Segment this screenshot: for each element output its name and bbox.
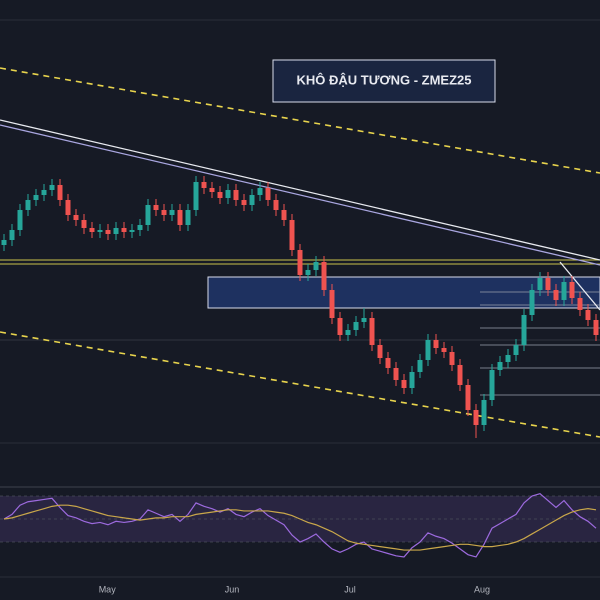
candle-body [249, 195, 255, 205]
candle-body [81, 220, 87, 228]
candle-body [417, 360, 423, 372]
candle-body [137, 225, 143, 230]
x-tick-label: Jul [344, 584, 356, 594]
candle-body [233, 190, 239, 200]
candle-body [153, 205, 159, 210]
rsi-line [3, 493, 597, 558]
chart-title: KHÔ ĐẬU TƯƠNG - ZMEZ25 [297, 72, 472, 87]
candle-body [17, 210, 23, 230]
title-box [272, 59, 496, 103]
candle-body [385, 358, 391, 368]
candle-body [521, 315, 527, 345]
x-tick-label: May [99, 584, 117, 594]
candle-body [169, 210, 175, 215]
channel-line [0, 67, 600, 174]
candle-body [9, 230, 15, 240]
candle-body [321, 262, 327, 290]
candle-body [225, 190, 231, 198]
candle-body [513, 345, 519, 355]
candle-body [561, 282, 567, 300]
candle-body [505, 355, 511, 362]
candle-body [73, 215, 79, 220]
candle-body [545, 278, 551, 290]
candle-body [201, 182, 207, 188]
candle-body [177, 210, 183, 225]
x-tick-label: Aug [474, 584, 490, 594]
zone [207, 276, 600, 309]
candle-body [273, 200, 279, 210]
candle-body [1, 240, 7, 245]
x-axis-labels: May Jun Jul Aug [99, 584, 490, 594]
candle-body [569, 282, 575, 298]
candle-body [361, 318, 367, 322]
candle-body [185, 210, 191, 225]
candle-body [289, 220, 295, 250]
candle-body [217, 192, 223, 198]
channel-line [0, 331, 600, 438]
rsi-line [3, 504, 597, 551]
candle-body [65, 200, 71, 215]
candle-body [529, 290, 535, 315]
candle-body [193, 182, 199, 210]
candle-body [401, 380, 407, 388]
candle-body [97, 230, 103, 232]
candle-body [129, 230, 135, 232]
trend-line [0, 124, 600, 266]
candle-body [329, 290, 335, 318]
candle-body [281, 210, 287, 220]
candle-body [113, 228, 119, 234]
candle-body [537, 278, 543, 290]
candle-body [265, 188, 271, 200]
candle-body [25, 200, 31, 210]
candle-body [89, 228, 95, 232]
x-tick-label: Jun [225, 584, 240, 594]
candle-body [481, 400, 487, 425]
candle-body [121, 228, 127, 232]
candle-body [369, 318, 375, 345]
candle-body [577, 298, 583, 310]
candle-body [41, 190, 47, 195]
candle-body [473, 410, 479, 425]
candle-body [241, 200, 247, 205]
candle-body [465, 385, 471, 410]
candle-body [209, 188, 215, 192]
candle-body [49, 185, 55, 190]
candle-body [497, 362, 503, 370]
candles [1, 176, 599, 438]
candle-body [257, 188, 263, 195]
candle-body [393, 368, 399, 380]
candle-body [161, 210, 167, 215]
candle-body [353, 322, 359, 330]
candle-body [433, 340, 439, 348]
candle-body [449, 352, 455, 365]
candle-body [105, 230, 111, 234]
candle-body [409, 372, 415, 388]
candle-body [489, 370, 495, 400]
candle-body [457, 365, 463, 385]
candle-body [593, 320, 599, 335]
candle-body [145, 205, 151, 225]
candle-body [377, 345, 383, 358]
trend-line [559, 261, 600, 311]
candle-body [337, 318, 343, 335]
candle-body [297, 250, 303, 275]
candle-body [57, 185, 63, 200]
trend-line [0, 119, 600, 261]
candle-body [313, 262, 319, 270]
candle-body [305, 270, 311, 275]
candle-body [441, 348, 447, 352]
candle-body [553, 290, 559, 300]
rsi-panel [0, 493, 600, 558]
candle-body [33, 195, 39, 200]
candle-body [425, 340, 431, 360]
candle-body [585, 310, 591, 320]
candle-body [345, 330, 351, 335]
